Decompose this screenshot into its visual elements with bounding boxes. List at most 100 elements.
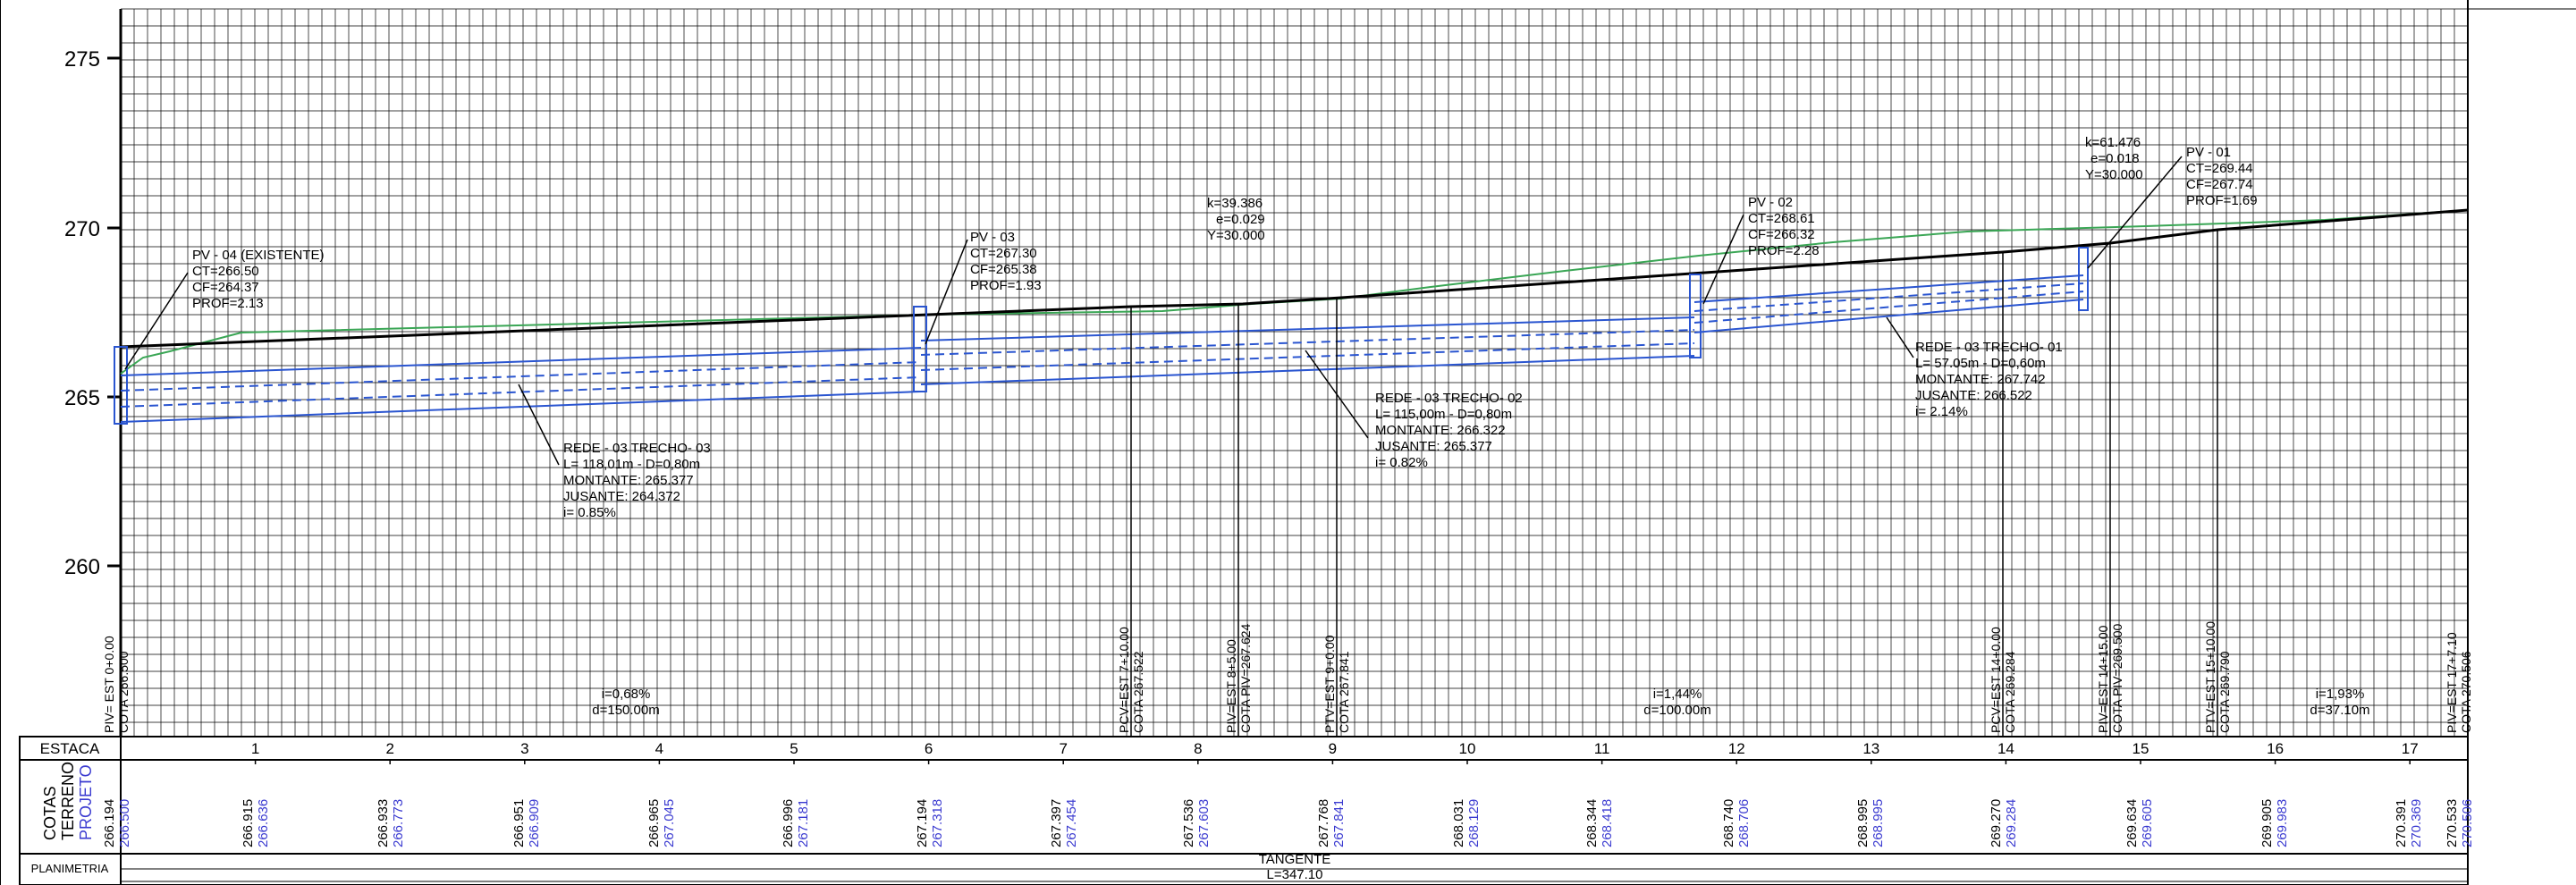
- pipe-dash-a-trecho-03: [120, 361, 922, 392]
- projeto-value: 269.284: [2004, 799, 2019, 847]
- pipe-top-trecho-03: [120, 347, 922, 376]
- data-table: ESTACA PLANIMETRIA COTAS TERRENO PROJETO…: [19, 736, 2475, 885]
- rede-trecho-03-label: REDE - 03 TRECHO- 03 L= 118,01m - D=0,80…: [563, 441, 714, 520]
- terreno-value: 267.397: [1049, 799, 1064, 847]
- station-annotation-cota: COTA 267.841: [1337, 651, 1351, 733]
- projeto-value: 267.045: [662, 799, 677, 847]
- leader-pv-03: [925, 239, 968, 345]
- grade-3-i: i=1,93%: [2316, 687, 2365, 702]
- projeto-value: 267.841: [1331, 799, 1347, 847]
- terreno-value: 266.996: [781, 799, 796, 847]
- projeto-value: 266.500: [117, 799, 132, 847]
- pv-03-label: PV - 03 CT=267.30 CF=265.38 PROF=1.93: [970, 230, 1042, 293]
- projeto-value: 266.909: [527, 799, 542, 847]
- projeto-value: 268.706: [1736, 799, 1752, 847]
- tangente-label: TANGENTE: [1259, 852, 1331, 867]
- projeto-value: 266.636: [256, 799, 271, 847]
- profile-grid: [120, 8, 2469, 738]
- manhole-pv-02: [1689, 274, 1702, 358]
- rede-trecho-01-label: REDE - 03 TRECHO- 01 L= 57.05m - D=0,60m…: [1915, 340, 2066, 419]
- pv-02-label: PV - 02 CT=268.61 CF=266.32 PROF=2.28: [1748, 195, 1820, 258]
- pipe-bottom-trecho-02: [920, 355, 1695, 385]
- grade-1-d: d=150.00m: [592, 703, 659, 718]
- terreno-value: 270.533: [2445, 799, 2460, 847]
- manhole-pv-04: [114, 346, 128, 425]
- terreno-value: 267.194: [915, 799, 930, 847]
- terreno-label: TERRENO: [59, 762, 77, 840]
- projeto-value: 267.603: [1196, 799, 1212, 847]
- station-number: 6: [925, 740, 933, 757]
- station-number: 9: [1329, 740, 1337, 757]
- station-annotation-cota: COTA 267.522: [1131, 651, 1145, 733]
- pv-04-label: PV - 04 (EXISTENTE) CT=266.50 CF=264.37 …: [192, 248, 328, 311]
- pipe-bottom-trecho-01: [1693, 299, 2084, 333]
- grade-3-d: d=37.10m: [2310, 703, 2369, 718]
- projeto-value: 268.418: [1600, 799, 1615, 847]
- leader-pv-04: [124, 272, 189, 370]
- pipe-bottom-trecho-03: [120, 391, 922, 423]
- projeto-value: 267.454: [1064, 799, 1079, 847]
- station-number: 2: [385, 740, 393, 757]
- tangente-length: L=347.10: [1267, 867, 1323, 882]
- leader-rede-01: [1886, 316, 1914, 358]
- station-number: 14: [1997, 740, 2014, 757]
- station-number: 17: [2402, 740, 2419, 757]
- station-number: 5: [790, 740, 798, 757]
- pipe-network: [114, 247, 2089, 425]
- projeto-value: 267.181: [796, 799, 811, 847]
- projeto-value: 270.369: [2409, 799, 2424, 847]
- terreno-value: 266.951: [511, 799, 527, 847]
- projeto-value: 268.129: [1466, 799, 1482, 847]
- planimetria-label: PLANIMETRIA: [31, 862, 109, 875]
- project-grade-line: [120, 208, 2469, 349]
- terreno-value: 267.768: [1316, 799, 1331, 847]
- terreno-value: 268.031: [1451, 799, 1466, 847]
- station-number: 11: [1594, 740, 1610, 757]
- station-annotation-cota: COTA 266.500: [116, 651, 131, 733]
- manhole-pv-01: [2078, 247, 2089, 311]
- station-number: 3: [520, 740, 528, 757]
- terreno-value: 267.536: [1181, 799, 1196, 847]
- leader-rede-02: [1305, 350, 1369, 439]
- leader-rede-03: [518, 384, 560, 466]
- terreno-value: 266.933: [376, 799, 391, 847]
- terreno-value: 268.995: [1855, 799, 1871, 847]
- manhole-pv-03: [913, 306, 927, 392]
- tick-label-275: 275: [64, 47, 100, 72]
- station-number: 13: [1862, 740, 1879, 757]
- station-annotation-name: PCV=EST 14+0.00: [1989, 627, 2003, 733]
- grade-1-i: i=0,68%: [602, 687, 651, 702]
- station-number: 8: [1194, 740, 1202, 757]
- projeto-value: 269.983: [2275, 799, 2290, 847]
- elevation-axis: 275 270 265 260: [64, 9, 122, 738]
- leader-lines: [124, 156, 2183, 466]
- station-annotation-cota: COTA PIV=269.500: [2110, 623, 2124, 733]
- grade-2-i: i=1,44%: [1653, 687, 1702, 702]
- station-annotations: PIV= EST 0+0.00 COTA 266.500 PCV=EST 7+10.…: [102, 621, 2473, 733]
- pipe-top-trecho-01: [1693, 274, 2084, 303]
- terreno-value: 266.965: [646, 799, 662, 847]
- station-annotation-cota: COTA 269.790: [2217, 651, 2232, 733]
- station-annotation-name: PIV=EST 14+15.00: [2096, 625, 2110, 733]
- estaca-label: ESTACA: [40, 740, 100, 757]
- station-number: 7: [1059, 740, 1067, 757]
- terreno-value: 269.270: [1989, 799, 2004, 847]
- pipe-top-trecho-02: [920, 316, 1695, 341]
- leader-pv-01: [2087, 156, 2183, 269]
- tick-label-265: 265: [64, 386, 100, 410]
- station-annotation-name: PIV= EST 0+0.00: [102, 636, 116, 733]
- station-annotation-name: PIV=EST 17+7.10: [2445, 632, 2459, 733]
- station-number: 16: [2267, 740, 2284, 757]
- station-number: 15: [2133, 740, 2149, 757]
- pipe-dash-b-trecho-02: [920, 342, 1695, 371]
- vertical-station-lines: [1130, 230, 2218, 738]
- cotas-label: COTAS: [41, 786, 59, 840]
- station-annotation-name: PTV=EST 9+0.00: [1322, 635, 1337, 733]
- station-annotation-name: PTV=EST 15+10.00: [2203, 621, 2217, 733]
- projeto-value: 267.318: [930, 799, 945, 847]
- station-number: 1: [251, 740, 259, 757]
- station-annotation-name: PIV=EST 8+5.00: [1224, 639, 1238, 733]
- terreno-value: 270.391: [2394, 799, 2409, 847]
- grade-2-d: d=100.00m: [1643, 703, 1710, 718]
